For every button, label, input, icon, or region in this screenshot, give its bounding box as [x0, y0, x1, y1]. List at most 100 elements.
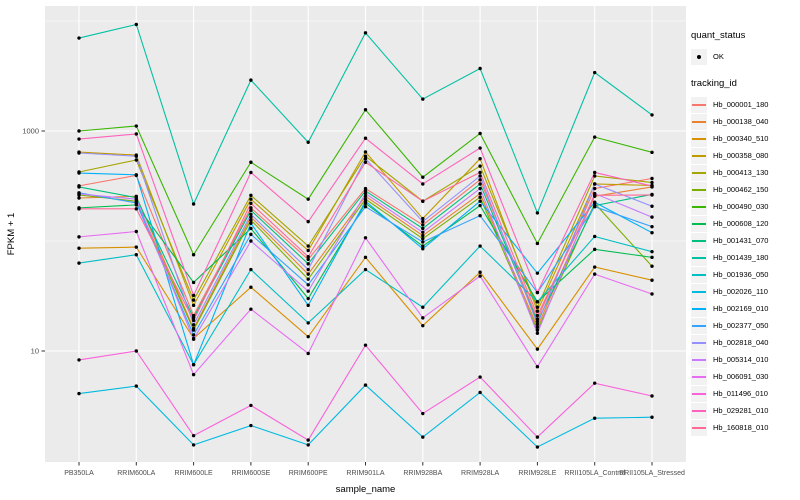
data-point	[77, 207, 81, 211]
data-point	[535, 319, 540, 324]
legend-label: Hb_160818_010	[713, 423, 769, 432]
data-point	[421, 247, 425, 251]
legend-key-box	[691, 419, 707, 436]
legend-key-box	[691, 385, 707, 402]
data-point	[249, 212, 253, 216]
legend-label: Hb_002377_050	[713, 321, 769, 330]
data-point	[363, 154, 368, 158]
data-point	[363, 189, 368, 193]
data-point	[249, 267, 253, 272]
data-point	[650, 264, 654, 268]
data-point	[191, 313, 196, 318]
data-point	[134, 245, 138, 249]
data-point	[363, 267, 368, 272]
data-point	[306, 140, 310, 144]
data-point	[535, 271, 540, 275]
data-point	[593, 135, 597, 139]
legend-label: Hb_000001_180	[713, 100, 769, 109]
line-swatch-icon	[692, 120, 706, 123]
data-point	[478, 156, 482, 161]
data-point	[478, 270, 482, 274]
data-point	[306, 257, 310, 262]
legend-title-tracking-id: tracking_id	[691, 78, 737, 89]
data-point	[478, 131, 482, 136]
data-point	[306, 334, 310, 339]
data-point	[191, 323, 196, 327]
data-point	[650, 230, 654, 235]
legend-key-box	[691, 334, 707, 351]
data-point	[306, 244, 310, 248]
data-point	[249, 170, 253, 175]
legend-item-Hb_001936_050: Hb_001936_050	[691, 266, 799, 283]
legend-label: Hb_002818_040	[713, 338, 769, 347]
data-point	[77, 261, 81, 265]
legend-key-box	[691, 96, 707, 113]
legend-key-box	[691, 164, 707, 181]
x-tick-label: RRII105LA_Stressed	[619, 470, 685, 477]
data-point	[77, 151, 81, 155]
data-point	[650, 193, 654, 197]
data-point	[363, 383, 368, 387]
data-point	[650, 278, 654, 282]
x-tick-label: RRIM928LA	[461, 470, 499, 477]
data-point	[593, 247, 597, 252]
legend-label: Hb_000490_030	[713, 202, 769, 211]
data-point	[478, 213, 482, 218]
data-point	[191, 333, 196, 337]
legend-label: Hb_000340_510	[713, 134, 769, 143]
legend-label: Hb_002169_010	[713, 304, 769, 313]
legend-item-Hb_001439_180: Hb_001439_180	[691, 249, 799, 266]
legend-label: Hb_005314_010	[713, 355, 769, 364]
data-point	[535, 317, 540, 321]
data-point	[650, 224, 654, 229]
data-point	[249, 307, 253, 311]
data-point	[191, 316, 196, 320]
data-point	[77, 171, 81, 175]
data-point	[249, 78, 253, 82]
data-point	[249, 208, 253, 213]
legend-key-box	[691, 300, 707, 317]
data-point	[650, 113, 654, 117]
legend-title-quant-status: quant_status	[691, 30, 746, 41]
legend-item-Hb_005314_010: Hb_005314_010	[691, 351, 799, 368]
data-point	[650, 249, 654, 254]
legend-label: Hb_000413_130	[713, 168, 769, 177]
data-point	[363, 191, 368, 196]
data-point	[77, 246, 81, 250]
data-point	[421, 223, 425, 227]
data-point	[249, 232, 253, 237]
data-point	[363, 194, 368, 198]
legend-key-box	[691, 232, 707, 249]
data-point	[650, 292, 654, 296]
line-swatch-icon	[692, 392, 706, 395]
data-point	[478, 244, 482, 248]
data-point	[363, 236, 368, 240]
legend-item-Hb_000138_040: Hb_000138_040	[691, 113, 799, 130]
data-point	[650, 394, 654, 398]
data-point	[421, 182, 425, 186]
legend-item-Hb_029281_010: Hb_029281_010	[691, 402, 799, 419]
data-point	[306, 351, 310, 356]
data-point	[77, 137, 81, 141]
data-point	[421, 216, 425, 221]
data-point	[478, 182, 482, 186]
line-swatch-icon	[692, 273, 706, 276]
legend-item-Hb_000001_180: Hb_000001_180	[691, 96, 799, 113]
legend-item-Hb_000608_120: Hb_000608_120	[691, 215, 799, 232]
data-point	[593, 170, 597, 175]
data-point	[77, 391, 81, 396]
data-point	[134, 132, 138, 136]
data-point	[535, 313, 540, 318]
data-point	[249, 403, 253, 408]
data-point	[593, 193, 597, 198]
data-point	[478, 195, 482, 199]
data-point	[191, 303, 196, 308]
data-point	[249, 218, 253, 222]
data-point	[134, 173, 138, 177]
data-point	[306, 262, 310, 266]
legend-label: Hb_011496_010	[713, 389, 768, 398]
y-tick-label: 1000	[22, 127, 39, 136]
line-swatch-icon	[692, 137, 706, 140]
data-point	[363, 205, 368, 209]
